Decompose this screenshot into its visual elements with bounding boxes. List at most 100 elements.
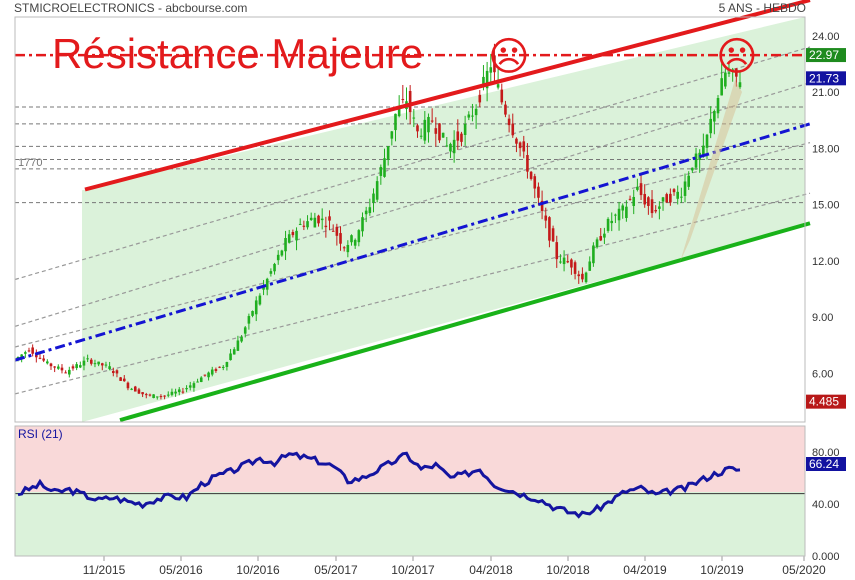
candle-body (570, 259, 573, 268)
x-tick-label: 04/2018 (469, 563, 513, 577)
candle-body (144, 394, 148, 396)
candle-body (320, 218, 324, 221)
candle-body (504, 104, 507, 115)
candle-body (342, 247, 346, 249)
candle-body (581, 273, 584, 280)
candle-body (177, 389, 181, 393)
candle-body (603, 233, 606, 238)
candle-body (676, 191, 679, 199)
candle-body (258, 295, 262, 305)
x-tick-label: 10/2017 (391, 563, 435, 577)
candle-body (185, 388, 188, 390)
price-tick-label: 12.00 (812, 256, 840, 268)
candle-body (610, 220, 614, 224)
candle-body (720, 78, 723, 96)
candle-body (456, 131, 460, 141)
candle-body (408, 90, 412, 113)
candle-body (104, 364, 108, 366)
candle-body (71, 366, 75, 369)
candle-body (276, 254, 280, 261)
candle-body (350, 235, 353, 243)
rsi-panel-border (14, 425, 806, 557)
candle-body (64, 372, 67, 374)
candle-body (225, 362, 229, 367)
parallel-channel-lines (14, 46, 811, 395)
candle-body (416, 125, 419, 132)
candle-body (599, 236, 603, 241)
candle-body (507, 118, 511, 126)
candle-body (401, 98, 405, 101)
candle-body (493, 55, 496, 73)
candle-body (57, 366, 60, 369)
candle-body (221, 366, 225, 368)
candle-body (287, 234, 291, 243)
candle-body (449, 143, 452, 152)
candle-body (174, 391, 177, 394)
rsi-badge-bg (806, 457, 846, 471)
candle-body (463, 123, 467, 136)
x-tick-label: 10/2019 (700, 563, 744, 577)
header-left: STMICROELECTRONICS - abcbourse.com (14, 1, 247, 15)
candle-body (108, 366, 111, 370)
candle-body (434, 128, 438, 134)
candle-body (53, 366, 56, 368)
candle-body (20, 354, 23, 358)
candlestick-series (16, 43, 742, 400)
candle-body (496, 84, 500, 88)
candle-body (665, 194, 669, 203)
candle-body (159, 396, 163, 398)
candle-body (372, 193, 375, 203)
candle-body (680, 196, 683, 198)
candle-body (35, 354, 38, 358)
price-badge-label: 21.73 (809, 71, 839, 85)
candle-body (485, 70, 489, 89)
candle-body (38, 357, 42, 359)
candle-body (467, 114, 471, 118)
candle-body (207, 372, 210, 378)
price-badge-bg (806, 394, 846, 409)
candle-body (551, 228, 555, 242)
candle-body (647, 197, 650, 206)
candle-body (628, 198, 632, 200)
candle-body (438, 123, 441, 141)
channel-fill (82, 17, 805, 422)
candle-body (471, 115, 474, 117)
candle-body (148, 394, 152, 396)
candle-body (133, 386, 137, 392)
candle-body (265, 278, 269, 290)
candle-body (430, 120, 434, 122)
candle-body (262, 286, 265, 290)
parallel-line (14, 82, 811, 327)
candle-body (394, 113, 397, 131)
candle-body (210, 369, 214, 375)
candle-body (705, 134, 709, 148)
level-label: 1770 (18, 157, 42, 169)
candle-body (24, 352, 27, 354)
candle-body (199, 377, 203, 383)
candle-body (60, 367, 64, 371)
rsi-line (17, 451, 741, 519)
resistance-trendline (84, 0, 811, 192)
parallel-line (14, 192, 811, 395)
candle-body (229, 353, 232, 361)
candle-body (269, 271, 273, 274)
candle-body (522, 141, 526, 152)
candle-body (636, 186, 639, 190)
candle-body (489, 67, 493, 73)
candle-body (240, 337, 243, 342)
candle-body (368, 207, 372, 214)
candle-body (713, 111, 716, 122)
candle-body (427, 116, 430, 133)
candle-body (724, 72, 727, 87)
candle-body (573, 262, 577, 274)
candle-body (533, 176, 537, 189)
candle-body (298, 223, 302, 225)
candle-body (188, 385, 192, 388)
candle-body (639, 183, 643, 196)
candle-body (302, 225, 306, 227)
candle-body (687, 175, 690, 187)
candle-body (544, 215, 548, 221)
x-tick-label: 04/2019 (623, 563, 667, 577)
candle-body (577, 274, 581, 277)
candle-body (361, 217, 364, 232)
